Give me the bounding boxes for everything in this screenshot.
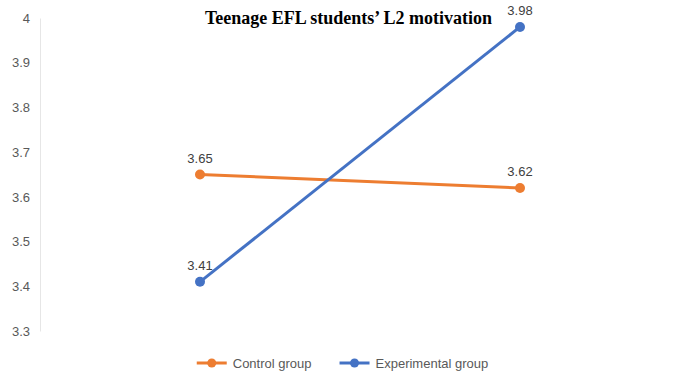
data-label: 3.98 [507,3,532,18]
data-label: 3.65 [187,151,212,166]
y-tick-label: 3.4 [12,279,30,294]
y-tick: 3.8 [12,100,40,115]
y-tick: 4 [23,11,40,26]
y-axis-line [40,19,41,332]
y-tick: 3.9 [12,55,40,70]
chart: 3.3 3.4 3.5 3.6 3.7 3.8 3.9 4 3.65 3.62 3.41 3.98 Te… [0,0,685,375]
series-marker [195,277,205,287]
legend-label: Control group [233,356,312,371]
y-tick-label: 3.3 [12,324,30,339]
legend: Control group Experimental group [197,356,489,371]
series-line [200,175,520,188]
chart-title: Teenage EFL students’ L2 motivation [205,8,492,28]
y-axis: 3.3 3.4 3.5 3.6 3.7 3.8 3.9 4 [12,11,41,339]
y-tick: 3.5 [12,234,40,249]
y-tick-label: 3.6 [12,190,30,205]
y-tick-label: 3.9 [12,55,30,70]
legend-label: Experimental group [376,356,489,371]
y-tick: 3.4 [12,279,40,294]
y-tick: 3.3 [12,324,40,339]
legend-item: Control group [197,356,312,371]
series-marker [515,183,525,193]
y-tick-label: 4 [23,11,30,26]
y-tick: 3.7 [12,145,40,160]
series-marker [195,170,205,180]
plot-area [195,22,525,287]
y-tick-label: 3.7 [12,145,30,160]
series-line [200,27,520,282]
legend-marker [350,359,359,368]
legend-item: Experimental group [340,356,489,371]
data-label: 3.41 [187,258,212,273]
data-label: 3.62 [507,164,532,179]
series-marker [515,22,525,32]
y-tick: 3.6 [12,190,40,205]
data-labels: 3.65 3.62 3.41 3.98 [187,3,532,273]
legend-marker [207,359,216,368]
y-tick-label: 3.8 [12,100,30,115]
y-tick-label: 3.5 [12,234,30,249]
